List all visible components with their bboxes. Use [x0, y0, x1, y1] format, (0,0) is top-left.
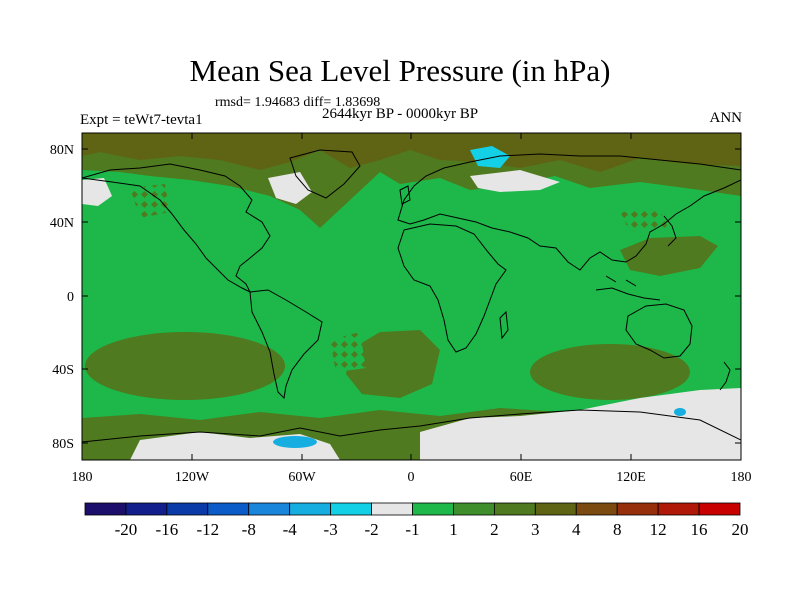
experiment-label: Expt = teWt7-tevta1: [80, 112, 203, 128]
field-japan-dots: [620, 210, 668, 232]
map-title: Mean Sea Level Pressure (in hPa): [189, 53, 611, 88]
coast-uk: [399, 185, 411, 205]
field-antarctic-cyan: [273, 436, 317, 448]
colorbar-label: -1: [405, 520, 419, 539]
colorbar-swatch: [453, 502, 495, 516]
coast-greenland: [289, 149, 361, 199]
colorbar-swatch: [84, 502, 127, 516]
colorbar-swatch: [412, 502, 454, 516]
colorbar-swatch: [248, 502, 291, 516]
axis-ticks: [82, 133, 741, 460]
colorbar-swatch: [289, 502, 332, 516]
colorbar-swatch: [698, 502, 741, 516]
field-pacific-dots: [130, 184, 170, 218]
colorbar-swatch: [493, 502, 536, 516]
colorbar-label: 8: [613, 520, 622, 539]
colorbar-swatch: [534, 502, 577, 516]
coast-south-america: [249, 289, 323, 400]
colorbar-label: 4: [572, 520, 581, 539]
colorbar-label: 3: [531, 520, 540, 539]
lon-label-180w: 180: [72, 470, 93, 485]
field-greenland-white: [268, 172, 312, 204]
field-arctic-cyan: [470, 146, 510, 168]
lat-label-40n: 40N: [50, 216, 74, 231]
coast-japan: [663, 215, 677, 247]
colorbar-label: -2: [364, 520, 378, 539]
colorbar-swatch: [330, 502, 372, 516]
field-antarctic-cyan-east: [674, 408, 686, 416]
lat-label-40s: 40S: [52, 363, 74, 378]
colorbar: -20 -16 -12 -8 -4 -3 -2 -1 1 2 3 4 8 12 16 20: [84, 502, 749, 539]
map-field: [82, 133, 741, 460]
field-arctic-white-east: [470, 170, 560, 192]
lon-label-120e: 120E: [616, 470, 646, 485]
lon-label-60w: 60W: [288, 470, 316, 485]
colorbar-label: 20: [732, 520, 749, 539]
field-south-pacific: [85, 332, 285, 400]
lon-label-60e: 60E: [510, 470, 533, 485]
field-indian-ocean: [530, 344, 690, 400]
lat-label-80s: 80S: [52, 437, 74, 452]
colorbar-label: -4: [283, 520, 298, 539]
field-pacific-white: [82, 178, 112, 206]
colorbar-swatch: [616, 502, 659, 516]
field-antarctic-white: [420, 388, 741, 460]
colorbar-label: -12: [196, 520, 219, 539]
coast-australia: [625, 303, 693, 359]
colorbar-label: -3: [324, 520, 338, 539]
field-arctic-core: [82, 133, 741, 172]
lat-label-0: 0: [67, 290, 74, 305]
coast-antarctica: [82, 409, 741, 443]
lat-label-80n: 80N: [50, 143, 74, 158]
colorbar-swatch: [166, 502, 209, 516]
stats-line: rmsd= 1.94683 diff= 1.83698: [215, 95, 381, 110]
coast-indonesia: [595, 275, 661, 301]
colorbar-label: -16: [156, 520, 179, 539]
colorbar-label: 16: [691, 520, 708, 539]
colorbar-label: -8: [242, 520, 256, 539]
colorbar-swatch: [371, 502, 413, 516]
colorbar-swatch: [207, 502, 250, 516]
coast-new-zealand: [719, 361, 731, 391]
field-atlantic-dots: [330, 332, 366, 372]
colorbar-swatch: [125, 502, 168, 516]
colorbar-label: 12: [650, 520, 667, 539]
field-south-atlantic: [346, 330, 440, 398]
period-label: 2644kyr BP - 0000kyr BP: [322, 106, 479, 122]
coast-madagascar: [499, 310, 509, 340]
coast-europe-asia: [397, 153, 741, 271]
colorbar-label: 2: [490, 520, 499, 539]
colorbar-label: 1: [449, 520, 458, 539]
colorbar-swatch: [657, 502, 700, 516]
lon-label-180e: 180: [731, 470, 752, 485]
season-label: ANN: [709, 110, 743, 126]
colorbar-swatch: [575, 502, 618, 516]
coastlines: [82, 149, 741, 443]
coast-north-america: [82, 163, 271, 294]
coast-africa: [397, 223, 507, 353]
lon-label-120w: 120W: [175, 470, 210, 485]
lon-label-0: 0: [408, 470, 415, 485]
colorbar-label: -20: [115, 520, 138, 539]
